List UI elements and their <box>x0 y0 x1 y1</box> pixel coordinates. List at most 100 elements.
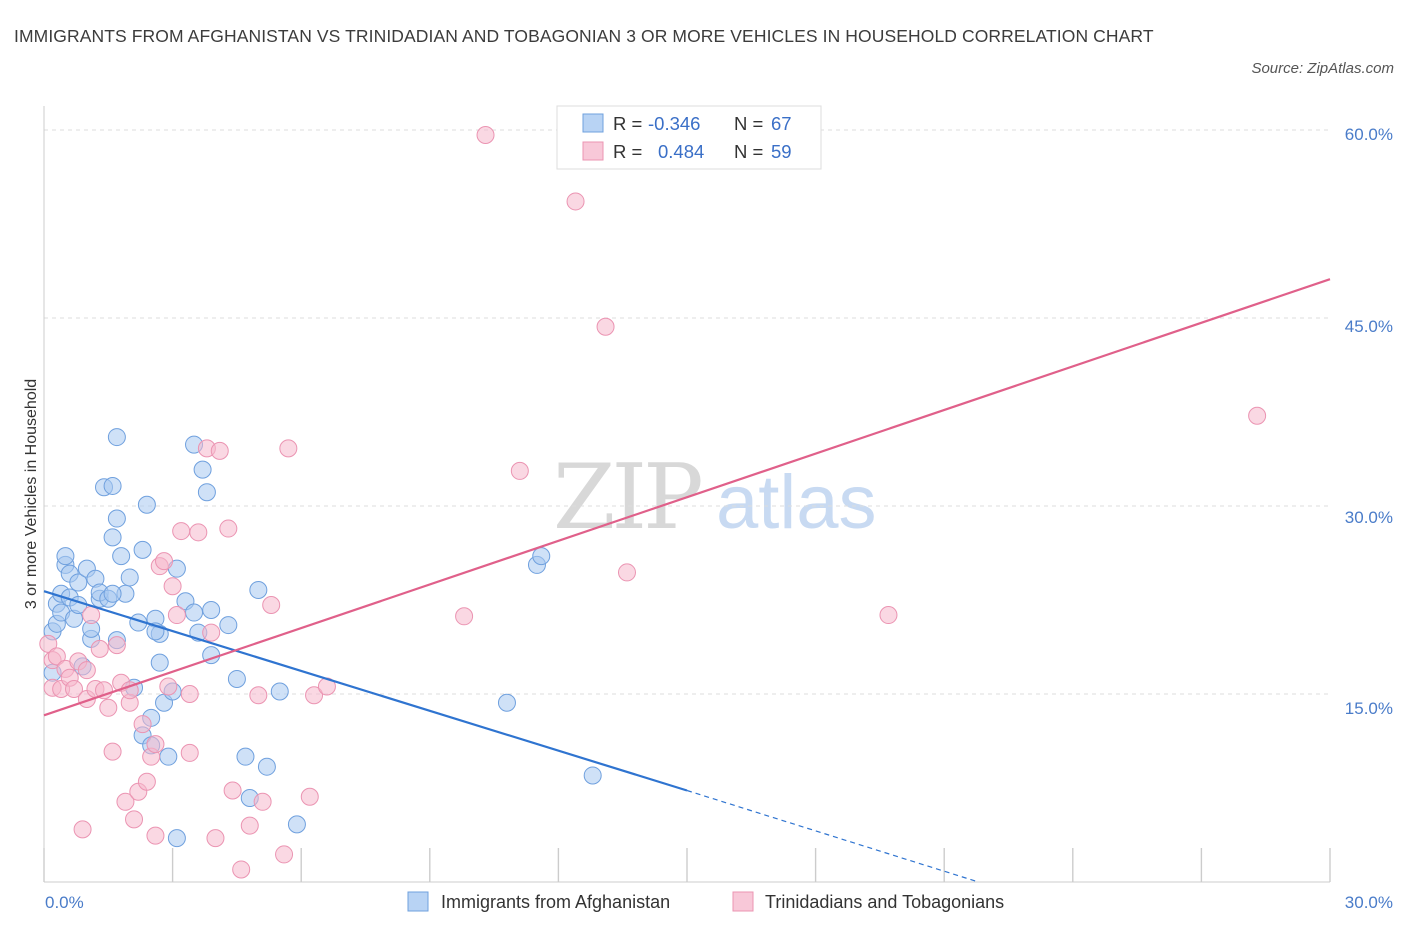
trinidad-point <box>103 742 122 761</box>
afghanistan-point <box>236 747 255 766</box>
y-tick-15: 15.0% <box>1345 699 1393 718</box>
trinidad-point <box>1248 406 1267 425</box>
afghanistan-point <box>103 476 122 495</box>
afghanistan-point <box>107 428 126 447</box>
trinidad-point <box>596 317 615 336</box>
trinidad-point <box>879 606 898 625</box>
trinidad-point <box>202 623 221 642</box>
afghanistan-point <box>120 568 139 587</box>
afghanistan-point <box>270 682 289 701</box>
y-axis-title: 3 or more Vehicles in Household <box>23 379 40 609</box>
trinidad-point <box>155 552 174 571</box>
watermark-zip: ZIP <box>553 445 701 550</box>
trinidad-point <box>232 860 251 879</box>
trinidad-point <box>65 679 84 698</box>
legend-n-value-1: 67 <box>771 113 792 134</box>
trinidad-point <box>107 636 126 655</box>
axes <box>43 106 1331 883</box>
trinidad-point <box>275 845 294 864</box>
afghanistan-point <box>103 584 122 603</box>
trinidad-point <box>249 686 268 705</box>
legend-bottom-swatch-trinidad <box>732 891 754 912</box>
legend-swatch-trinidad <box>582 141 604 161</box>
afghanistan-point <box>227 669 246 688</box>
trinidad-point <box>99 698 118 717</box>
trinidad-point <box>566 192 585 211</box>
afghanistan-point <box>159 747 178 766</box>
afghanistan-point <box>69 573 88 592</box>
afghanistan-trend-extension <box>686 789 979 883</box>
trinidad-point <box>279 439 298 458</box>
afghanistan-point <box>133 540 152 559</box>
afghanistan-point <box>197 483 216 502</box>
legend-bottom-swatch-afghanistan <box>407 891 429 912</box>
trinidad-point <box>146 735 165 754</box>
afghanistan-point <box>137 495 156 514</box>
trinidad-point <box>210 441 229 460</box>
y-tick-60: 60.0% <box>1345 125 1393 144</box>
trinidad-point <box>240 816 259 835</box>
trinidad-point <box>77 661 96 680</box>
afghanistan-point <box>56 547 75 566</box>
grid-lines <box>44 129 1330 695</box>
trinidad-point <box>189 523 208 542</box>
afghanistan-point <box>185 603 204 622</box>
legend-r-label-1: R = <box>613 113 642 134</box>
legend-n-label-1: N = <box>734 113 763 134</box>
trinidad-point <box>262 596 281 615</box>
chart-title: IMMIGRANTS FROM AFGHANISTAN VS TRINIDADI… <box>14 26 1154 46</box>
trinidad-point <box>219 519 238 538</box>
watermark-atlas: atlas <box>716 460 877 545</box>
afghanistan-point <box>202 601 221 620</box>
legend-n-label-2: N = <box>734 141 763 162</box>
afghanistan-point <box>193 460 212 479</box>
source-label: Source: ZipAtlas.com <box>1251 60 1394 77</box>
trinidad-point <box>163 577 182 596</box>
afghanistan-point <box>257 757 276 776</box>
trinidad-point <box>133 715 152 734</box>
trinidad-point <box>167 606 186 625</box>
afghanistan-point <box>112 547 131 566</box>
trend-lines <box>43 278 1331 883</box>
afghanistan-point <box>103 528 122 547</box>
trinidad-point <box>206 829 225 848</box>
legend-r-value-1: -0.346 <box>648 113 700 134</box>
afghanistan-point <box>249 580 268 599</box>
trinidad-point <box>137 772 156 791</box>
trinidad-point <box>159 677 178 696</box>
trinidad-point <box>455 607 474 626</box>
afghanistan-point <box>583 766 602 785</box>
trinidad-point <box>82 606 101 625</box>
trinidad-point <box>172 522 191 541</box>
afghanistan-point <box>107 509 126 528</box>
trinidad-point <box>116 792 135 811</box>
trinidad-point <box>305 686 324 705</box>
trinidad-point <box>476 126 495 145</box>
afghanistan-point <box>219 616 238 635</box>
afghanistan-point <box>150 653 169 672</box>
trinidad-point <box>47 647 66 666</box>
afghanistan-trend-line <box>43 590 688 792</box>
trinidad-point <box>90 639 109 658</box>
afghanistan-point <box>167 829 186 848</box>
legend-bottom-label-trinidad: Trinidadians and Tobagonians <box>765 892 1004 912</box>
trinidad-point <box>510 461 529 480</box>
legend-r-label-2: R = <box>613 141 642 162</box>
afghanistan-point <box>532 547 551 566</box>
legend-n-value-2: 59 <box>771 141 792 162</box>
afghanistan-point <box>497 693 516 712</box>
trinidad-point <box>300 787 319 806</box>
trinidad-point <box>180 743 199 762</box>
legend-bottom: Immigrants from Afghanistan Trinidadians… <box>407 891 1004 912</box>
trinidad-point <box>223 781 242 800</box>
y-tick-30: 30.0% <box>1345 508 1393 527</box>
trinidad-point <box>253 792 272 811</box>
trinidad-point <box>180 685 199 703</box>
trinidad-trend-line <box>43 278 1331 717</box>
x-tick-min: 0.0% <box>45 893 84 912</box>
trinidad-point <box>617 563 636 582</box>
legend-top: R = -0.346 N = 67 R = 0.484 N = 59 <box>556 105 822 170</box>
trinidad-point <box>125 810 144 829</box>
legend-r-value-2: 0.484 <box>658 141 704 162</box>
